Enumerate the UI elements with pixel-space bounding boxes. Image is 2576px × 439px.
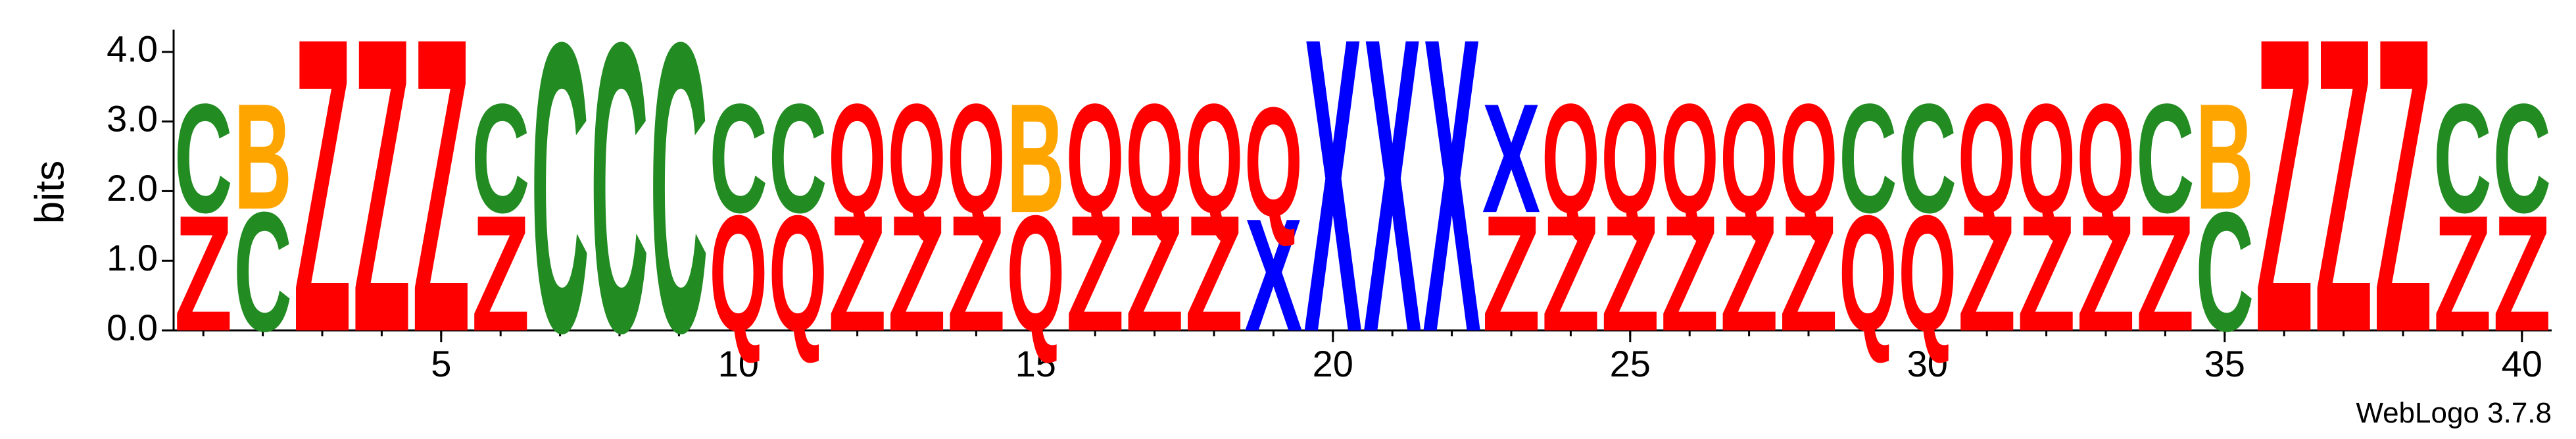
logo-letter: C [591, 0, 649, 418]
logo-letter: Z [1125, 181, 1184, 365]
logo-letter: Q [2077, 72, 2135, 245]
logo-letter: Q [1839, 181, 1897, 366]
logo-letter: Z [1601, 181, 1660, 365]
logo-letter: Z [1661, 181, 1719, 365]
logo-letter: Z [828, 181, 887, 365]
logo-letter: Q [1601, 72, 1660, 245]
x-tick-label: 20 [1313, 343, 1353, 384]
logo-letter: Z [947, 181, 1006, 365]
logo-letter: Z [1542, 181, 1600, 365]
logo-letter: B [233, 72, 292, 241]
y-tick-label: 2.0 [107, 167, 158, 209]
x-tick-label: 10 [718, 343, 759, 384]
logo-letter: Z [1958, 181, 2016, 365]
x-tick-label: 30 [1907, 343, 1948, 384]
logo-letter: Z [1720, 181, 1778, 365]
logo-letter: C [650, 0, 708, 418]
logo-letter: C [174, 72, 233, 245]
logo-letter: C [2136, 72, 2195, 245]
logo-letter: Z [2374, 0, 2433, 421]
y-tick-label: 4.0 [107, 28, 158, 70]
logo-letter: Q [710, 181, 768, 366]
logo-letter: Q [1125, 72, 1184, 245]
logo-letter: C [2196, 176, 2254, 367]
logo-letter: C [472, 72, 530, 245]
logo-letter: Z [2017, 181, 2076, 365]
logo-letter: Z [472, 181, 530, 365]
logo-letter: Z [1482, 181, 1541, 365]
logo-letter: Q [947, 72, 1006, 245]
logo-letter: Z [174, 181, 233, 365]
y-axis-label: bits [27, 161, 72, 224]
logo-letter: Q [1007, 181, 1065, 366]
logo-letter: B [2196, 72, 2254, 241]
logo-letter: Z [1185, 181, 1244, 365]
footer: WebLogo 3.7.8 [2356, 397, 2552, 429]
x-tick-label: 40 [2502, 343, 2542, 384]
logo-letter: Q [2017, 72, 2076, 245]
logo-letter: Z [293, 0, 352, 421]
logo-letter: X [1482, 71, 1541, 245]
logo-letter: Z [2136, 181, 2195, 365]
y-tick-label: 3.0 [107, 97, 158, 139]
logo-letter: X [1422, 0, 1481, 420]
logo-letter: Q [1899, 181, 1957, 366]
x-tick-label: 25 [1610, 343, 1651, 384]
logo-letter: C [2433, 72, 2492, 245]
logo-letter: Z [2255, 0, 2314, 421]
logo-letter: Q [888, 72, 946, 245]
logo-letter: C [710, 72, 768, 245]
x-tick-label: 5 [431, 343, 451, 384]
y-tick-label: 0.0 [107, 307, 158, 348]
logo-letter: C [531, 0, 589, 418]
logo-letter: C [1839, 72, 1897, 245]
logo-letter: Z [2314, 0, 2373, 421]
logo-letter: Z [352, 0, 411, 421]
y-tick-label: 1.0 [107, 237, 158, 278]
logo-letter: Q [1542, 72, 1600, 245]
logo-letter: X [1304, 0, 1363, 420]
logo-letter: Z [888, 181, 946, 365]
logo-letter: X [1363, 0, 1422, 420]
logo-letter: Q [1185, 72, 1244, 245]
x-tick-label: 15 [1015, 343, 1056, 384]
logo-letter: Q [769, 181, 827, 366]
logo-letter: Z [2433, 181, 2492, 365]
logo-letter: Q [1244, 76, 1303, 249]
logo-letter: Q [1661, 72, 1719, 245]
logo-letter: C [1899, 72, 1957, 245]
logo-letter: Z [1780, 181, 1838, 365]
logo-letter: Q [1066, 72, 1125, 245]
logo-letter: C [2493, 72, 2552, 245]
logo-letter: C [233, 176, 292, 367]
logo-letter: Q [1720, 72, 1778, 245]
logo-letter: X [1244, 185, 1303, 365]
logo-letter: Z [1066, 181, 1125, 365]
x-tick-label: 35 [2204, 343, 2245, 384]
logo-letter: B [1007, 72, 1065, 245]
logo-letter: Q [1780, 72, 1838, 245]
logo-letter: Z [2493, 181, 2552, 365]
logo-letter: Q [1958, 72, 2016, 245]
logo-letter: Z [2077, 181, 2135, 365]
logo-letter: Q [828, 72, 887, 245]
logo-letter: C [769, 72, 827, 245]
logo-letter: Z [412, 0, 471, 421]
